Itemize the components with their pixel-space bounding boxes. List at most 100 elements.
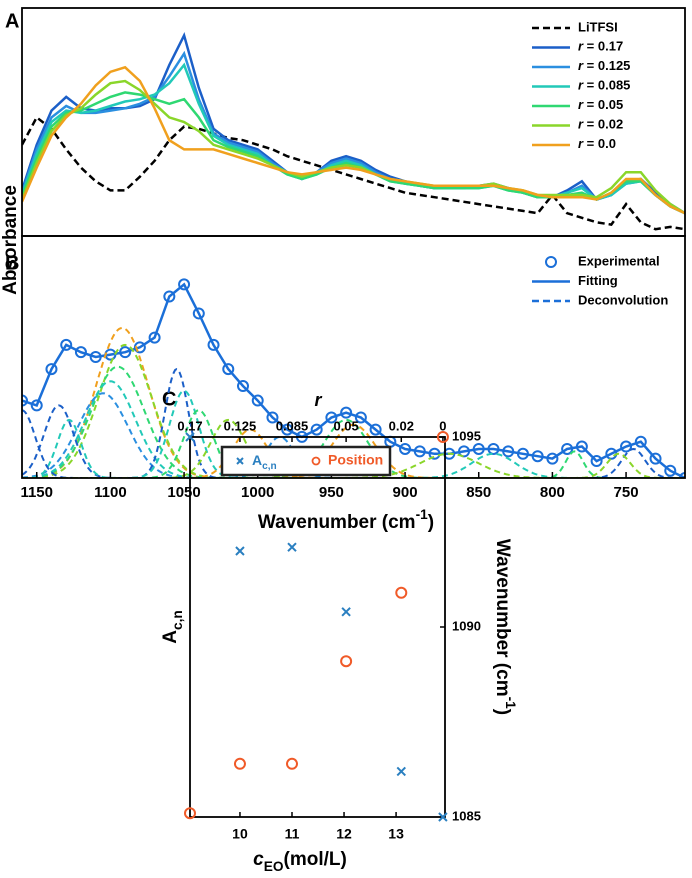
- x2-axis-label: r: [314, 390, 322, 410]
- text-run: c,n: [170, 610, 185, 630]
- text-run: ): [428, 512, 434, 533]
- x-tick-label: 12: [336, 826, 352, 842]
- x-tick-label: 850: [466, 484, 491, 501]
- data-point: [251, 394, 264, 407]
- x-tick-label: 1100: [94, 484, 127, 501]
- y-axis-label: Ac,n: [160, 610, 185, 644]
- data-point: [395, 586, 408, 599]
- panel-label: C: [162, 388, 176, 410]
- x2-tick-label: 0.17: [177, 418, 202, 433]
- text-run: = 0.05: [583, 97, 623, 112]
- series-line: [22, 62, 685, 215]
- text-run: = 0.02: [583, 117, 623, 132]
- text-run: r: [578, 117, 584, 132]
- series-line: [22, 115, 685, 231]
- data-point: [163, 290, 176, 303]
- panel-label: A: [5, 10, 19, 32]
- x2-tick-label: 0.02: [389, 418, 414, 433]
- data-point: [649, 452, 662, 465]
- data-point: [30, 399, 43, 412]
- text-run: Wavenumber (cm: [492, 539, 513, 697]
- data-point: [133, 341, 146, 354]
- text-run: A: [252, 452, 262, 468]
- legend: Ac,n Position: [220, 445, 392, 477]
- text-run: EO: [264, 859, 284, 874]
- deconvolution-curve: [22, 343, 685, 478]
- legend-marker: [236, 457, 244, 465]
- y2-tick-label: 1090: [452, 618, 481, 633]
- text-run: c,n: [262, 461, 277, 472]
- data-point: [192, 307, 205, 320]
- axes-frame: [21, 235, 686, 479]
- text-run: r: [578, 78, 584, 93]
- legend-label: r = 0.085: [578, 78, 630, 93]
- text-run: (mol/L): [284, 849, 347, 870]
- data-point: [396, 766, 406, 777]
- x-tick-label: 1150: [20, 484, 53, 501]
- data-point: [185, 432, 195, 442]
- x-tick-label: 900: [393, 484, 418, 501]
- legend-box: [220, 445, 392, 477]
- data-point: [45, 363, 58, 376]
- data-point: [340, 406, 353, 419]
- x-tick-label: 1050: [167, 484, 200, 501]
- data-point: [664, 464, 677, 477]
- y2-tick-label: 1085: [452, 808, 481, 823]
- legend-label: r = 0.0: [578, 136, 616, 151]
- x2-tick-label: 0.125: [224, 418, 257, 433]
- data-point: [286, 757, 298, 770]
- data-point: [184, 807, 196, 820]
- x-tick-label: 13: [388, 826, 404, 842]
- x2-tick-label: 0.05: [333, 418, 358, 433]
- legend: Experimental Fitting Deconvolution: [532, 253, 668, 307]
- plot-area: [22, 31, 685, 231]
- legend-label: r = 0.125: [578, 58, 630, 73]
- x-axis-label: cEO(mol/L): [253, 849, 347, 874]
- data-point: [281, 423, 294, 436]
- legend-label: r = 0.02: [578, 117, 623, 132]
- data-point: [237, 380, 249, 393]
- data-point: [436, 431, 449, 443]
- data-point: [620, 440, 633, 453]
- text-run: A: [160, 630, 181, 644]
- legend-label: Ac,n: [252, 452, 277, 472]
- data-point: [178, 278, 191, 291]
- x-axis-label: Wavenumber (cm-1): [258, 507, 434, 533]
- data-point: [233, 757, 246, 770]
- deconvolution-curve: [22, 423, 685, 478]
- data-point: [325, 411, 338, 424]
- y-axis-label: Absorbance: [0, 185, 21, 295]
- deconvolution-curve: [22, 380, 685, 478]
- data-point: [369, 423, 382, 436]
- data-point: [438, 812, 448, 822]
- data-point: [590, 455, 603, 468]
- data-point: [310, 423, 323, 436]
- text-run: -1: [503, 697, 518, 710]
- legend-label: Position: [328, 452, 383, 468]
- data-point: [340, 655, 353, 668]
- x2-tick-label: 0.085: [276, 418, 309, 433]
- legend-label: r = 0.17: [578, 39, 623, 54]
- data-point: [207, 338, 220, 351]
- text-run: -1: [416, 507, 429, 522]
- data-point: [266, 411, 279, 424]
- text-run: = 0.085: [583, 78, 630, 93]
- deconvolution-curve: [22, 326, 685, 478]
- data-point: [222, 363, 235, 376]
- y2-axis-label: Wavenumber (cm-1): [492, 539, 518, 715]
- y2-tick-label: 1095: [452, 428, 481, 443]
- data-point: [354, 411, 367, 424]
- deconvolution-curve: [22, 450, 685, 478]
- legend-label: r = 0.05: [578, 97, 623, 112]
- text-run: r: [578, 136, 584, 151]
- data-point: [74, 346, 87, 359]
- x-tick-label: 10: [232, 826, 248, 842]
- data-point: [341, 607, 351, 617]
- data-point: [22, 394, 28, 407]
- text-run: ): [492, 709, 513, 715]
- legend-marker: [545, 256, 557, 268]
- data-point: [634, 435, 647, 448]
- data-point: [148, 331, 161, 344]
- x-tick-label: 800: [540, 484, 565, 501]
- text-run: = 0.17: [583, 39, 623, 54]
